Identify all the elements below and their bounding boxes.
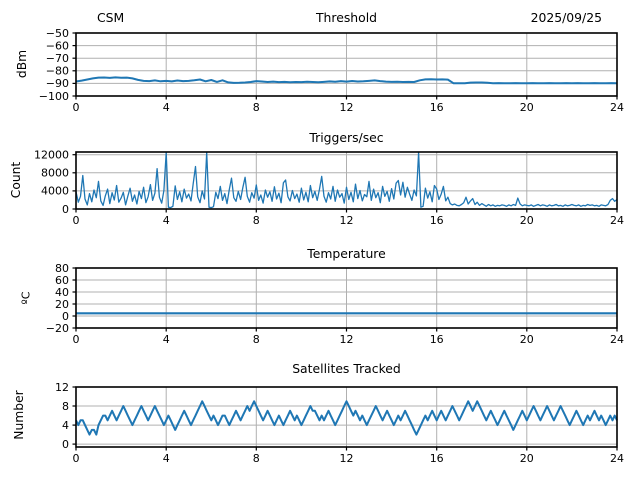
svg-text:12: 12 <box>340 452 354 465</box>
svg-text:0: 0 <box>62 438 69 451</box>
threshold-title: Threshold <box>315 10 378 25</box>
svg-text:24: 24 <box>610 452 624 465</box>
svg-text:16: 16 <box>430 452 444 465</box>
temperature-title-row: Temperature <box>76 245 617 262</box>
svg-text:12: 12 <box>340 214 354 227</box>
svg-text:20: 20 <box>520 101 534 114</box>
svg-text:0: 0 <box>62 310 69 323</box>
svg-text:−60: −60 <box>46 39 69 52</box>
satellites-title-row: Satellites Tracked <box>76 360 617 377</box>
svg-text:4: 4 <box>163 101 170 114</box>
svg-text:12000: 12000 <box>34 149 69 162</box>
svg-text:0: 0 <box>62 203 69 216</box>
svg-text:−50: −50 <box>46 29 69 40</box>
svg-text:8: 8 <box>253 214 260 227</box>
temperature-title: Temperature <box>307 246 386 261</box>
svg-text:24: 24 <box>610 214 624 227</box>
svg-text:12: 12 <box>340 333 354 346</box>
svg-text:0: 0 <box>73 101 80 114</box>
svg-text:60: 60 <box>55 274 69 287</box>
svg-text:12: 12 <box>55 381 69 394</box>
threshold-plot: 0 4 8 12 16 20 24 −100−90−80−70−60−50 <box>39 29 624 114</box>
svg-text:20: 20 <box>520 333 534 346</box>
svg-text:4: 4 <box>163 214 170 227</box>
svg-text:4: 4 <box>163 333 170 346</box>
svg-text:−100: −100 <box>39 90 69 103</box>
svg-text:16: 16 <box>430 101 444 114</box>
svg-text:24: 24 <box>610 101 624 114</box>
satellites-plot: 0 4 8 12 16 20 24 0 4 8 12 <box>55 381 624 465</box>
svg-text:8: 8 <box>253 101 260 114</box>
svg-text:16: 16 <box>430 214 444 227</box>
svg-text:4000: 4000 <box>41 185 69 198</box>
svg-text:0: 0 <box>73 452 80 465</box>
svg-text:−70: −70 <box>46 52 69 65</box>
svg-text:−20: −20 <box>46 322 69 335</box>
svg-text:12: 12 <box>340 101 354 114</box>
satellites-title: Satellites Tracked <box>292 361 401 376</box>
svg-text:8: 8 <box>253 452 260 465</box>
svg-text:20: 20 <box>520 214 534 227</box>
threshold-title-row: CSM Threshold 2025/09/25 <box>76 9 617 26</box>
svg-text:8: 8 <box>62 400 69 413</box>
svg-text:40: 40 <box>55 286 69 299</box>
svg-text:4: 4 <box>163 452 170 465</box>
csm-label: CSM <box>97 10 125 25</box>
svg-text:20: 20 <box>520 452 534 465</box>
svg-text:20: 20 <box>55 298 69 311</box>
svg-text:24: 24 <box>610 333 624 346</box>
triggers-plot: 0 4 8 12 16 20 24 0 4000 8000 12000 <box>34 149 624 228</box>
svg-text:−80: −80 <box>46 65 69 78</box>
date-label: 2025/09/25 <box>530 10 602 25</box>
svg-text:4: 4 <box>62 419 69 432</box>
svg-text:80: 80 <box>55 264 69 275</box>
svg-text:0: 0 <box>73 333 80 346</box>
svg-text:0: 0 <box>73 214 80 227</box>
triggers-title: Triggers/sec <box>309 130 384 145</box>
triggers-title-row: Triggers/sec <box>76 129 617 146</box>
svg-text:8000: 8000 <box>41 167 69 180</box>
svg-text:−90: −90 <box>46 77 69 90</box>
svg-text:16: 16 <box>430 333 444 346</box>
svg-text:8: 8 <box>253 333 260 346</box>
